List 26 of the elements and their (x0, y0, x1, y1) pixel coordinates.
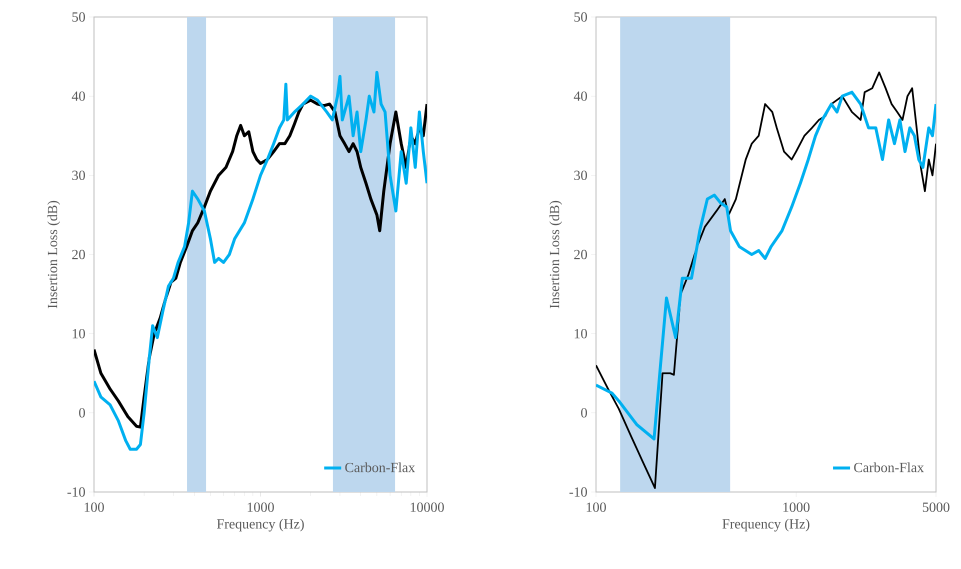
y-tick-label: 0 (581, 408, 587, 418)
y-tick-label: 0 (79, 408, 85, 418)
y-axis-title: Insertion Loss (dB) (47, 200, 60, 308)
legend-label: Carbon-Flax (345, 462, 416, 472)
y-tick-label: 50 (72, 12, 85, 22)
x-tick-label: 1000 (248, 502, 274, 512)
y-tick-label: 40 (72, 91, 85, 101)
y-tick-label: -10 (67, 487, 85, 497)
y-tick-label: 20 (574, 250, 587, 260)
legend-label: Carbon-Flax (854, 462, 924, 472)
y-tick-label: 40 (574, 91, 587, 101)
y-tick-label: 30 (574, 170, 587, 180)
x-tick-label: 100 (84, 502, 104, 512)
y-tick-label: 50 (574, 12, 587, 22)
x-axis-title: Frequency (Hz) (216, 518, 304, 532)
y-tick-label: 10 (574, 328, 587, 338)
y-tick-label: 10 (72, 328, 85, 338)
y-axis-title: Insertion Loss (dB) (549, 200, 562, 308)
y-tick-label: 20 (72, 250, 85, 260)
x-axis-title: Frequency (Hz) (722, 518, 810, 532)
x-tick-label: 100 (586, 502, 606, 512)
x-tick-label: 1000 (783, 502, 810, 512)
x-tick-label: 5000 (922, 502, 950, 512)
y-tick-label: -10 (569, 487, 587, 497)
x-tick-label: 10000 (410, 502, 444, 512)
y-tick-label: 30 (72, 170, 85, 180)
